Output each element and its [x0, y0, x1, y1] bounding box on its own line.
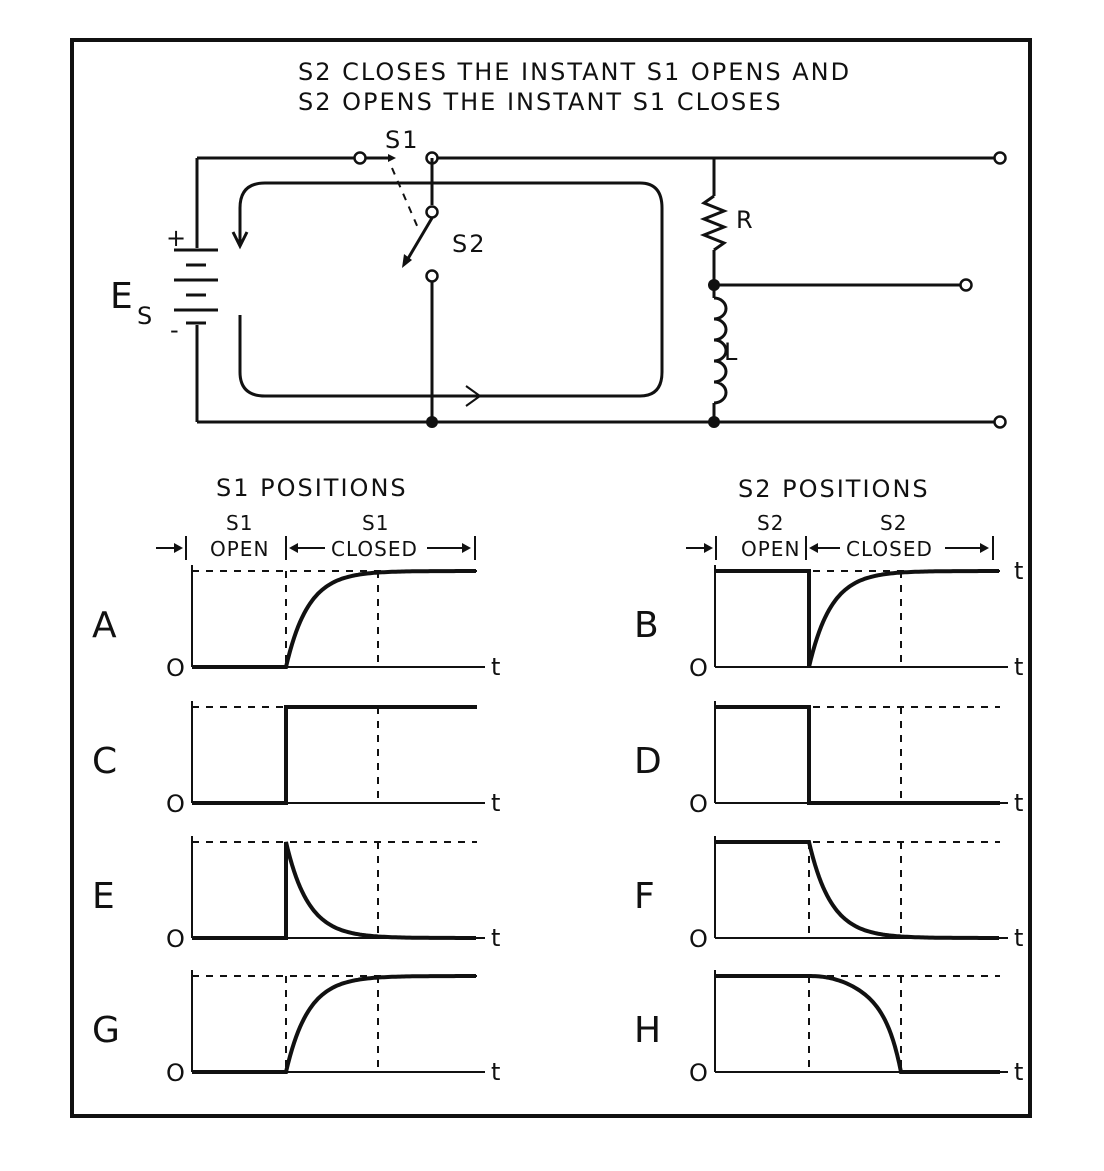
time-axis-label: t	[491, 924, 502, 952]
waveform-label: D	[634, 741, 662, 782]
waveform-trace	[715, 705, 1000, 805]
s1-contact-left	[353, 151, 367, 165]
s1-positions-title: S1 POSITIONS	[216, 474, 408, 502]
origin-label: O	[689, 1059, 710, 1087]
circuit: + - E S S1 S2 R L	[110, 126, 1007, 429]
origin-label: O	[166, 925, 187, 953]
origin-label: O	[166, 790, 187, 818]
junction-bottom-right	[708, 416, 720, 428]
note-line-2: S2 OPENS THE INSTANT S1 CLOSES	[298, 88, 783, 116]
s2-contact-top	[425, 205, 439, 219]
s1-open-top: S1	[226, 511, 253, 535]
note-line-1: S2 CLOSES THE INSTANT S1 OPENS AND	[298, 58, 851, 86]
waveform-A: A O t	[92, 565, 502, 682]
s2-closed-top: S2	[880, 511, 907, 535]
waveform-trace	[715, 974, 1000, 1074]
waveform-trace	[192, 705, 477, 805]
s1-label: S1	[385, 126, 420, 154]
waveform-B: B O t t	[634, 557, 1025, 682]
origin-label: O	[689, 654, 710, 682]
s2-open-top: S2	[757, 511, 784, 535]
battery-plus: +	[166, 224, 188, 252]
time-axis-label-top: t	[1014, 557, 1025, 585]
s1-open-bottom: OPEN	[210, 537, 269, 561]
waveform-trace	[715, 569, 999, 668]
waveform-label: G	[92, 1010, 120, 1051]
s2-contact-bottom	[425, 269, 439, 283]
figure-frame	[70, 38, 1032, 1118]
time-axis-label: t	[1014, 653, 1025, 681]
junction-bottom-left	[426, 416, 438, 428]
battery-es	[174, 248, 218, 325]
inductor-l	[713, 296, 728, 405]
s2-closed-bottom: CLOSED	[846, 537, 933, 561]
current-arrow-right	[465, 385, 482, 407]
s2-label: S2	[452, 230, 487, 258]
origin-label: O	[166, 654, 187, 682]
time-axis-label: t	[491, 1058, 502, 1086]
waveform-D: DO t	[634, 701, 1025, 818]
battery-minus: -	[170, 316, 181, 344]
time-axis-label: t	[1014, 1058, 1025, 1086]
s1-interval-header: S1 OPEN S1 CLOSED	[156, 511, 476, 561]
es-subscript: S	[137, 302, 154, 330]
output-terminal-top	[993, 151, 1007, 165]
time-axis-label: t	[491, 653, 502, 681]
switch-gang-link	[391, 167, 419, 229]
waveform-trace	[192, 841, 476, 940]
current-loop	[238, 181, 664, 398]
output-terminal-mid	[959, 278, 973, 292]
waveform-H: HO t	[634, 970, 1025, 1087]
waveform-trace	[192, 569, 476, 669]
time-axis-label: t	[1014, 789, 1025, 817]
origin-label: O	[689, 790, 710, 818]
waveform-trace	[715, 840, 999, 940]
waveform-label: H	[634, 1010, 661, 1051]
waveform-label: C	[92, 741, 117, 782]
s2-positions-title: S2 POSITIONS	[738, 475, 930, 503]
resistor-label: R	[736, 206, 755, 234]
s1-closed-top: S1	[362, 511, 389, 535]
waveform-label: A	[92, 605, 117, 646]
time-axis-label: t	[491, 789, 502, 817]
inductor-label: L	[724, 338, 739, 366]
es-label: E	[110, 276, 133, 317]
waveform-C: C O t	[92, 701, 502, 818]
resistor-r	[699, 194, 729, 252]
waveform-label: E	[92, 876, 115, 917]
s1-closed-bottom: CLOSED	[331, 537, 418, 561]
waveform-label: B	[634, 605, 659, 646]
waveform-E: E O t	[92, 836, 502, 953]
waveform-F: F O t	[634, 836, 1025, 953]
s2-open-bottom: OPEN	[741, 537, 800, 561]
output-terminal-bottom	[993, 415, 1007, 429]
s2-interval-header: S2 OPEN S2 CLOSED	[686, 511, 994, 561]
waveform-G: G O t	[92, 970, 502, 1087]
time-axis-label: t	[1014, 924, 1025, 952]
origin-label: O	[166, 1059, 187, 1087]
current-arrow-down	[231, 231, 249, 250]
s2-blade	[404, 217, 434, 263]
waveform-label: F	[634, 876, 655, 917]
waveform-trace	[192, 974, 476, 1074]
origin-label: O	[689, 925, 710, 953]
